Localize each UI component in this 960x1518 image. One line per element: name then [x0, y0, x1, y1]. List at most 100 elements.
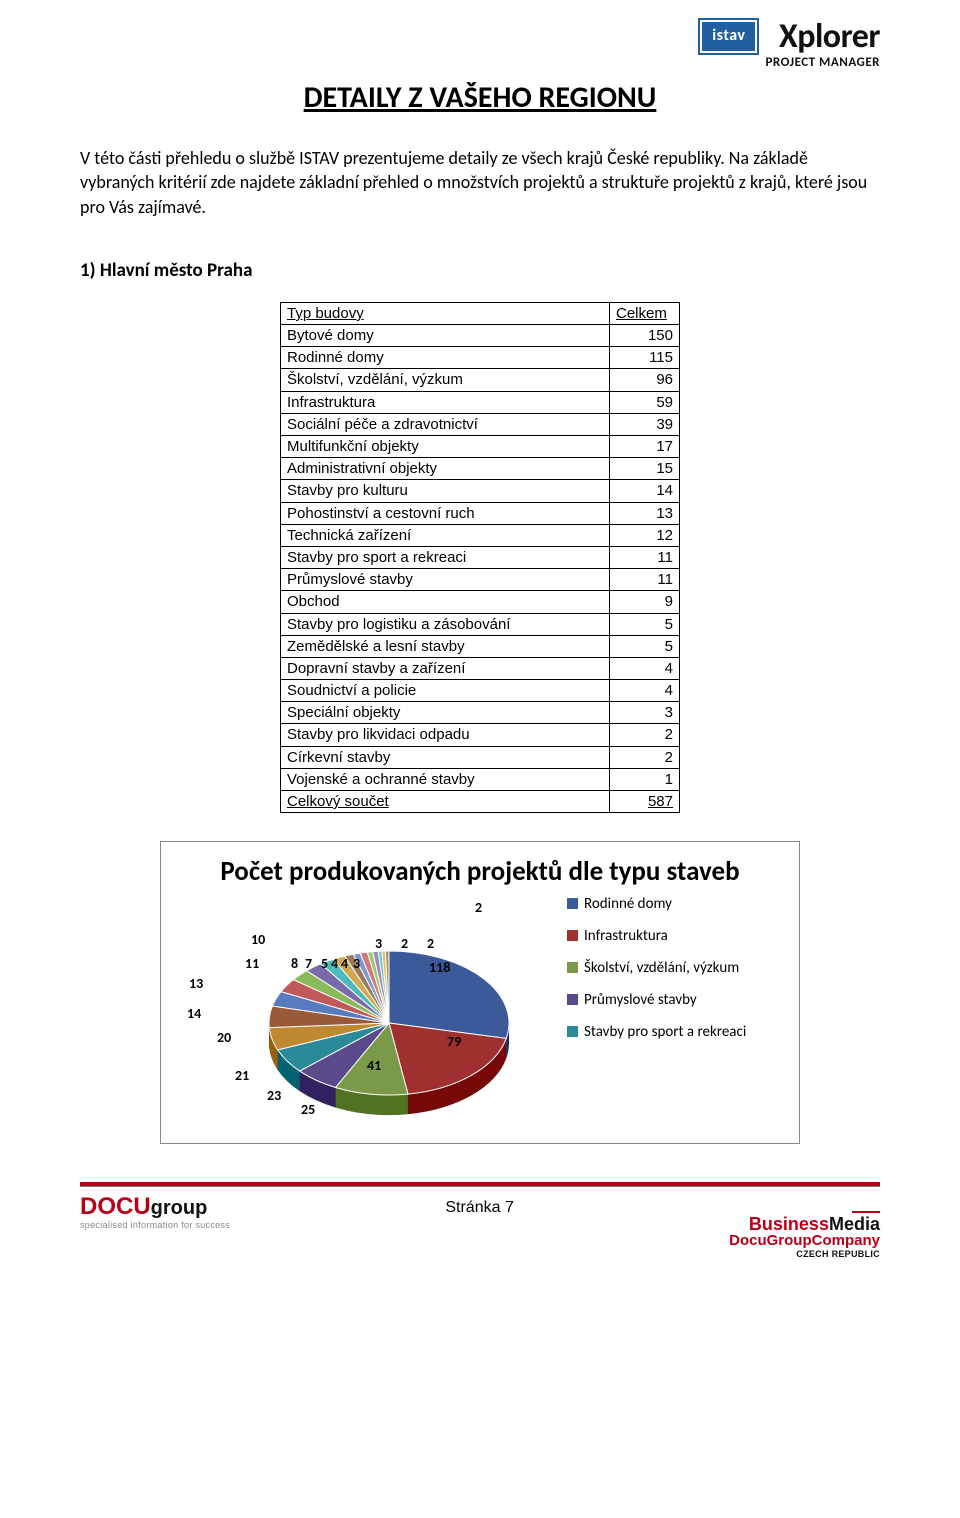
- table-cell-value: 96: [610, 369, 680, 391]
- table-cell-value: 15: [610, 458, 680, 480]
- table-total-value: 587: [610, 791, 680, 813]
- table-cell-value: 4: [610, 680, 680, 702]
- table-row: Rodinné domy115: [281, 347, 680, 369]
- table-row: Zemědělské a lesní stavby5: [281, 635, 680, 657]
- chart-legend: Rodinné domy Infrastruktura Školství, vzdě…: [567, 895, 746, 1055]
- chart-data-label: 3: [375, 935, 382, 952]
- docu-logo-part1: DOCU: [80, 1193, 151, 1220]
- legend-label: Rodinné domy: [584, 895, 672, 913]
- footer-left-logo: DOCUgroup specialised information for su…: [80, 1195, 230, 1230]
- legend-label: Školství, vzdělání, výzkum: [584, 959, 739, 977]
- legend-swatch: [567, 930, 578, 941]
- table-row: Obchod9: [281, 591, 680, 613]
- istav-logo: istav: [700, 20, 757, 53]
- chart-data-label: 11: [245, 955, 259, 972]
- legend-item: Školství, vzdělání, výzkum: [567, 959, 746, 977]
- xplorer-logo-subtext: PROJECT MANAGER: [765, 56, 880, 69]
- table-row: Infrastruktura59: [281, 391, 680, 413]
- table-cell-label: Školství, vzdělání, výzkum: [281, 369, 610, 391]
- legend-label: Infrastruktura: [584, 927, 668, 945]
- table-row: Stavby pro likvidaci odpadu2: [281, 724, 680, 746]
- legend-swatch: [567, 898, 578, 909]
- legend-swatch: [567, 1026, 578, 1037]
- chart-data-label: 2: [475, 899, 482, 916]
- table-header-celkem: Celkem: [610, 302, 680, 324]
- table-row: Stavby pro kulturu14: [281, 480, 680, 502]
- page-number: Stránka 7: [445, 1195, 513, 1217]
- chart-data-label: 2: [401, 935, 408, 952]
- page-title: DETAILY Z VAŠEHO REGIONU: [80, 79, 880, 116]
- table-cell-label: Dopravní stavby a zařízení: [281, 657, 610, 679]
- table-row: Sociální péče a zdravotnictví39: [281, 413, 680, 435]
- table-row: Bytové domy150: [281, 325, 680, 347]
- table-cell-label: Stavby pro logistiku a zásobování: [281, 613, 610, 635]
- table-cell-label: Stavby pro sport a rekreaci: [281, 546, 610, 568]
- table-row: Dopravní stavby a zařízení4: [281, 657, 680, 679]
- table-cell-label: Infrastruktura: [281, 391, 610, 413]
- table-cell-label: Multifunkční objekty: [281, 436, 610, 458]
- chart-data-label: 10: [251, 931, 265, 948]
- chart-data-label: 5: [321, 955, 328, 972]
- table-cell-label: Bytové domy: [281, 325, 610, 347]
- table-cell-label: Obchod: [281, 591, 610, 613]
- intro-paragraph: V této části přehledu o službě ISTAV pre…: [80, 146, 880, 219]
- table-total-label: Celkový součet: [281, 791, 610, 813]
- docu-logo-tag: specialised information for success: [80, 1221, 230, 1230]
- pie-chart-card: Počet produkovaných projektů dle typu st…: [160, 841, 800, 1144]
- table-row: Vojenské a ochranné stavby1: [281, 768, 680, 790]
- table-row: Multifunkční objekty17: [281, 436, 680, 458]
- table-cell-value: 2: [610, 746, 680, 768]
- table-header-typ: Typ budovy: [281, 302, 610, 324]
- table-total-row: Celkový součet587: [281, 791, 680, 813]
- table-cell-value: 9: [610, 591, 680, 613]
- table-cell-value: 3: [610, 702, 680, 724]
- chart-data-label: 79: [447, 1033, 461, 1050]
- bm-sub: CZECH REPUBLIC: [729, 1250, 880, 1259]
- table-cell-value: 115: [610, 347, 680, 369]
- bm-rule: [852, 1200, 880, 1213]
- table-cell-label: Speciální objekty: [281, 702, 610, 724]
- page-footer: DOCUgroup specialised information for su…: [80, 1187, 880, 1269]
- chart-data-label: 7: [305, 955, 312, 972]
- xplorer-logo: Xplorer PROJECT MANAGER: [765, 20, 880, 69]
- chart-data-label: 21: [235, 1067, 249, 1084]
- chart-data-label: 118: [429, 959, 450, 976]
- footer-right-logo: BusinessMedia DocuGroupCompany CZECH REP…: [729, 1195, 880, 1259]
- table-cell-label: Církevní stavby: [281, 746, 610, 768]
- table-cell-value: 17: [610, 436, 680, 458]
- legend-item: Průmyslové stavby: [567, 991, 746, 1009]
- table-cell-label: Technická zařízení: [281, 524, 610, 546]
- table-cell-value: 150: [610, 325, 680, 347]
- table-cell-value: 11: [610, 546, 680, 568]
- chart-data-label: 25: [301, 1101, 315, 1118]
- chart-data-label: 13: [189, 975, 203, 992]
- bm-part3: DocuGroupCompany: [729, 1232, 880, 1249]
- xplorer-logo-text: Xplorer: [779, 20, 880, 54]
- legend-label: Stavby pro sport a rekreaci: [584, 1023, 746, 1041]
- table-cell-label: Administrativní objekty: [281, 458, 610, 480]
- table-cell-label: Vojenské a ochranné stavby: [281, 768, 610, 790]
- table-cell-label: Sociální péče a zdravotnictví: [281, 413, 610, 435]
- chart-data-label: 14: [187, 1005, 201, 1022]
- chart-title: Počet produkovaných projektů dle typu st…: [179, 856, 781, 887]
- legend-label: Průmyslové stavby: [584, 991, 697, 1009]
- table-row: Stavby pro sport a rekreaci11: [281, 546, 680, 568]
- table-row: Pohostinství a cestovní ruch13: [281, 502, 680, 524]
- docu-logo-part2: group: [151, 1197, 208, 1219]
- table-cell-value: 39: [610, 413, 680, 435]
- table-cell-label: Stavby pro likvidaci odpadu: [281, 724, 610, 746]
- bm-part2: Media: [829, 1214, 880, 1234]
- bm-part1: Business: [749, 1214, 829, 1234]
- table-row: Průmyslové stavby11: [281, 569, 680, 591]
- chart-data-label: 23: [267, 1087, 281, 1104]
- chart-data-label: 41: [367, 1057, 381, 1074]
- pie-chart: 211879412523212014131110875443322: [179, 895, 559, 1125]
- table-cell-value: 59: [610, 391, 680, 413]
- chart-data-label: 4: [341, 955, 348, 972]
- table-cell-value: 13: [610, 502, 680, 524]
- table-cell-label: Soudnictví a policie: [281, 680, 610, 702]
- legend-swatch: [567, 994, 578, 1005]
- table-row: Administrativní objekty15: [281, 458, 680, 480]
- chart-data-label: 4: [331, 955, 338, 972]
- table-row: Školství, vzdělání, výzkum96: [281, 369, 680, 391]
